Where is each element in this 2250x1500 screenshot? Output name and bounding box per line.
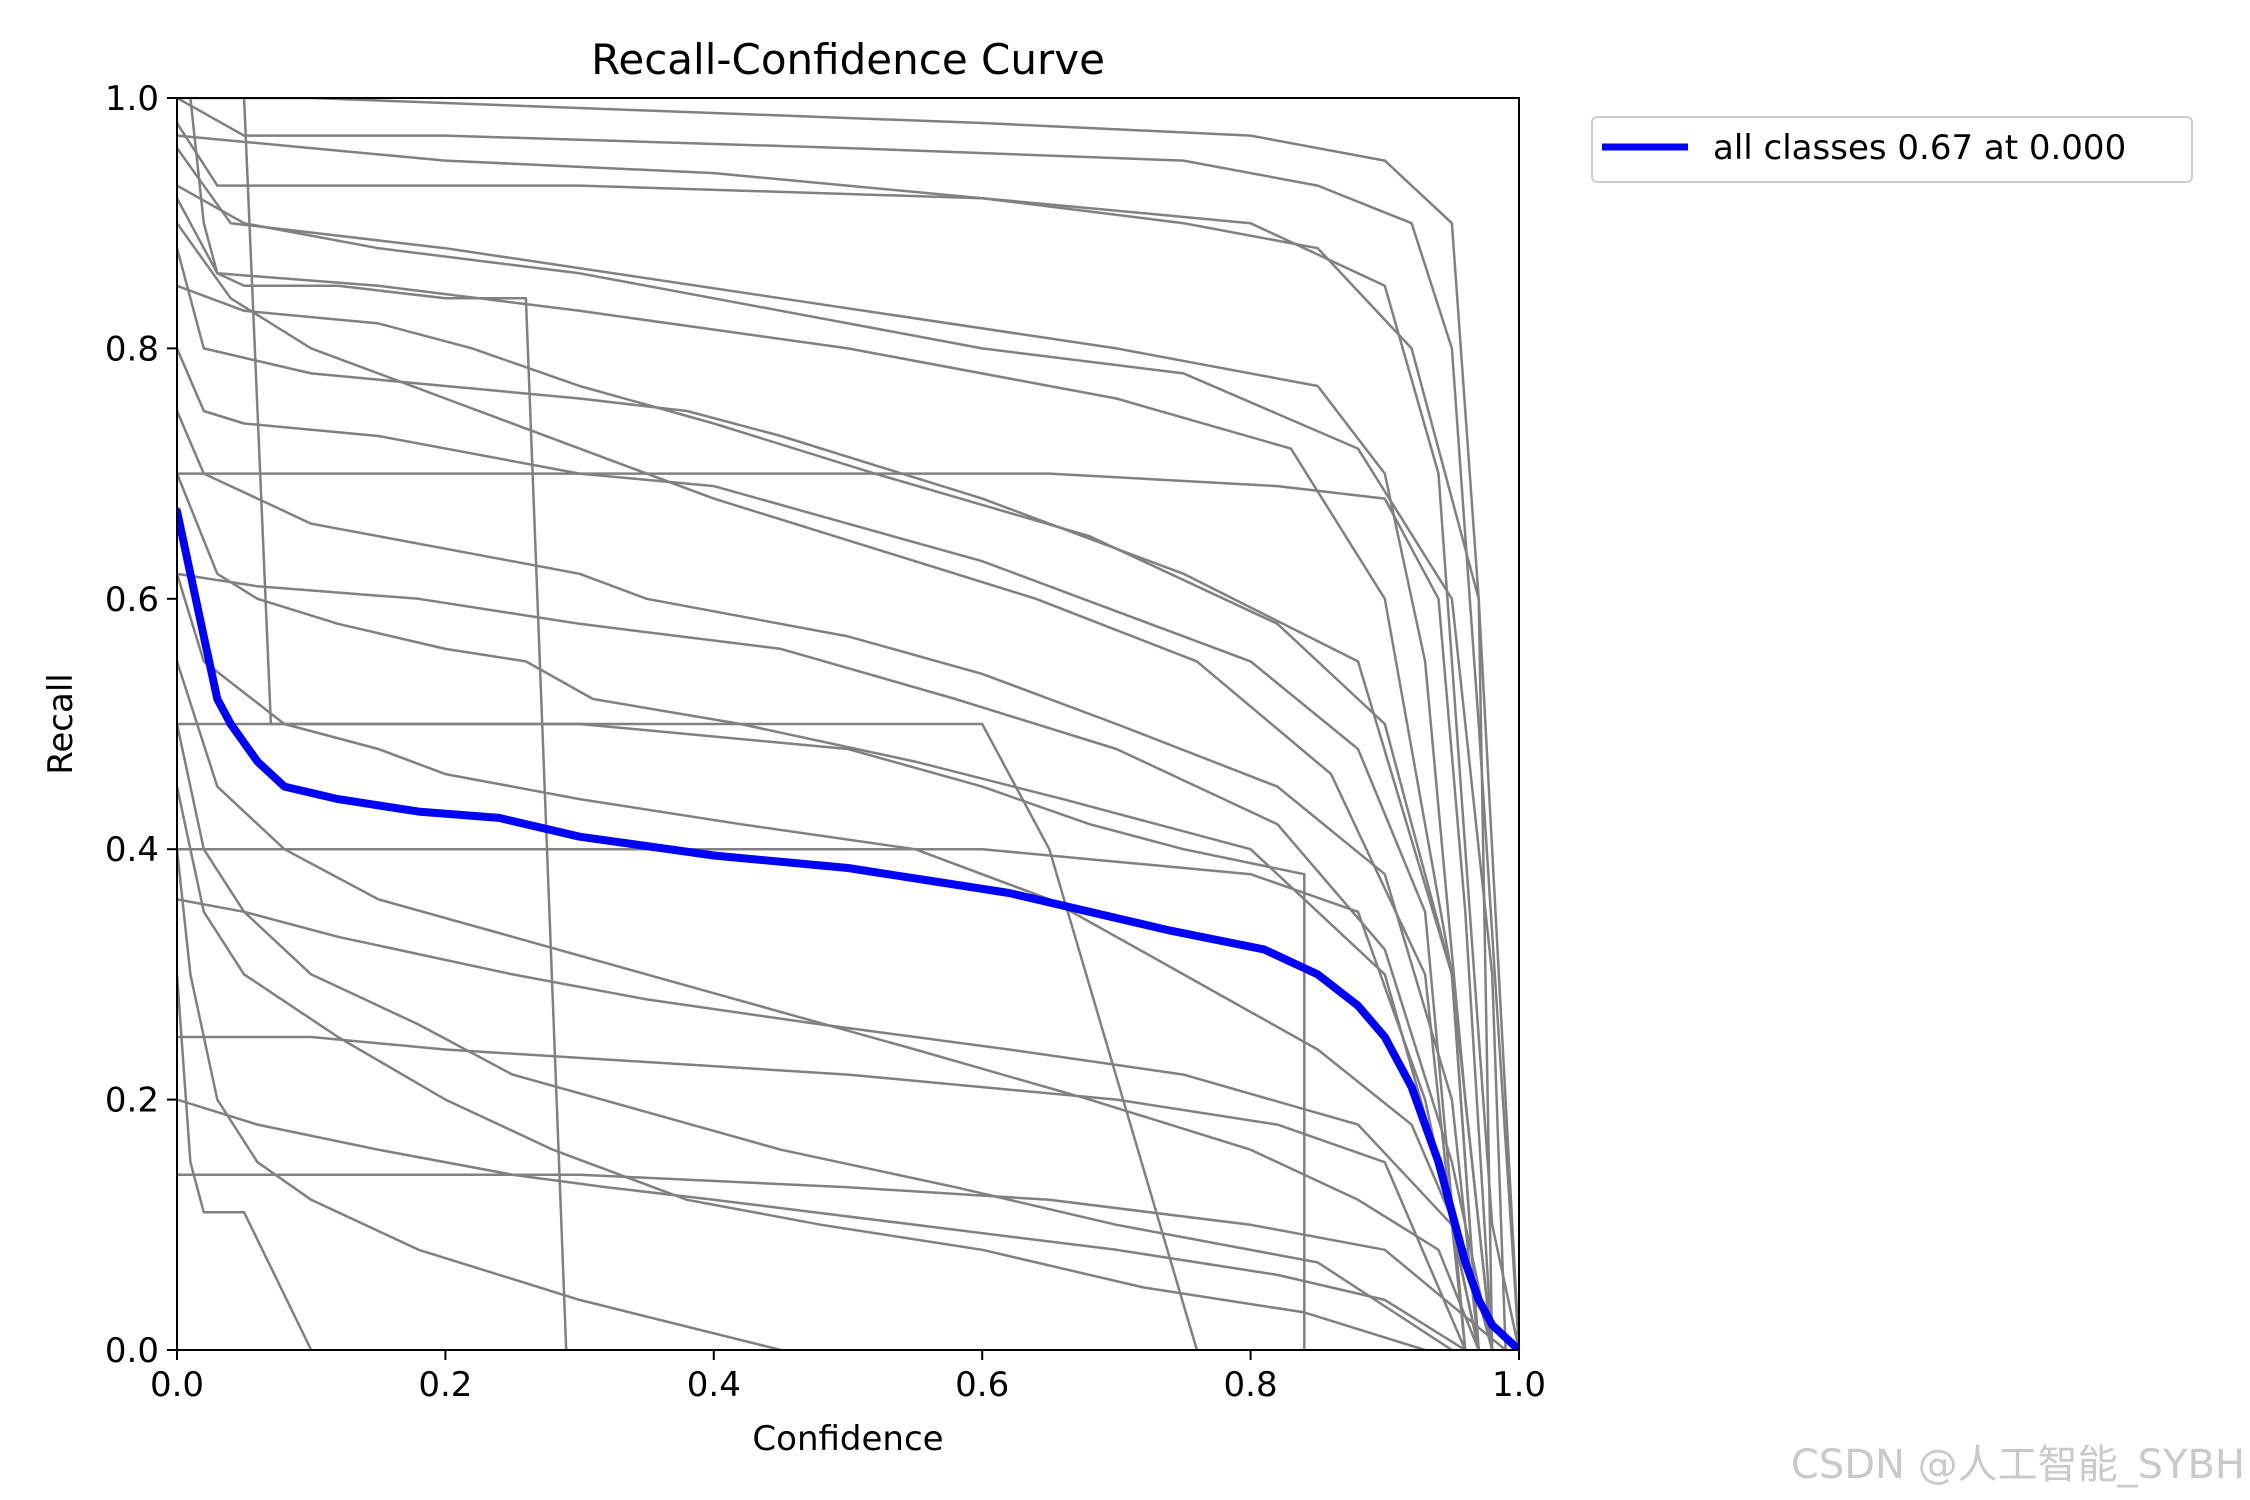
plot-area [176, 97, 1520, 1351]
class-curve-15 [189, 98, 568, 1350]
class-curve-22 [177, 134, 1519, 1350]
legend-label-all-classes: all classes 0.67 at 0.000 [1713, 128, 2126, 168]
y-tick-label: 0.6 [105, 580, 159, 620]
x-tick-label: 0.2 [418, 1365, 472, 1405]
class-curve-7 [177, 410, 1480, 1350]
class-curve-23 [177, 184, 1507, 1350]
class-curve-21 [177, 1173, 1507, 1350]
class-curve-17 [177, 722, 1306, 1350]
x-tick-label: 0.4 [687, 1365, 741, 1405]
y-tick-label: 0.4 [105, 830, 159, 870]
class-curve-1 [177, 98, 1519, 1350]
x-axis-label: Confidence [752, 1419, 943, 1459]
all-classes-curve-group [177, 507, 1519, 1350]
legend: all classes 0.67 at 0.000 [1591, 116, 2193, 183]
class-curve-28 [177, 472, 1494, 1350]
class-curve-27 [177, 98, 1494, 1350]
per-class-curves [177, 98, 1519, 1350]
x-tick-label: 0.0 [150, 1365, 204, 1405]
x-tick-label: 0.8 [1224, 1365, 1278, 1405]
class-curve-3 [177, 147, 1494, 1350]
class-curve-29 [177, 222, 1467, 1350]
class-curve-4 [177, 197, 1480, 1350]
x-axis-ticks: 0.0 0.2 0.4 0.6 0.8 1.0 [150, 1350, 1546, 1405]
plot-frame [176, 97, 1520, 1351]
y-tick-label: 0.0 [105, 1331, 159, 1371]
y-axis-ticks: 0.0 0.2 0.4 0.6 0.8 1.0 [105, 79, 177, 1371]
class-curve-6 [177, 347, 1467, 1350]
chart-title: Recall-Confidence Curve [591, 35, 1105, 84]
class-curve-2 [177, 122, 1519, 1350]
y-tick-label: 1.0 [105, 79, 159, 119]
class-curve-24 [177, 284, 1480, 1350]
class-curve-14 [177, 974, 313, 1350]
y-tick-label: 0.8 [105, 329, 159, 369]
x-tick-label: 1.0 [1492, 1365, 1546, 1405]
class-curve-13 [177, 849, 782, 1350]
class-curve-9 [177, 573, 1494, 1350]
class-curve-12 [177, 786, 1426, 1350]
y-axis-label: Recall [41, 673, 81, 774]
class-curve-11 [177, 723, 1453, 1350]
class-curve-25 [177, 572, 1494, 1350]
x-tick-label: 0.6 [955, 1365, 1009, 1405]
class-curve-19 [177, 1035, 1467, 1350]
legend-frame [1591, 116, 2193, 183]
all-classes-curve [177, 507, 1519, 1350]
class-curve-8 [177, 473, 1480, 1350]
class-curve-20 [177, 1098, 1466, 1350]
class-curve-18 [177, 847, 1480, 1350]
y-tick-label: 0.2 [105, 1081, 159, 1121]
class-curve-26 [177, 898, 1480, 1350]
watermark: CSDN @人工智能_SYBH [1791, 1442, 2245, 1488]
